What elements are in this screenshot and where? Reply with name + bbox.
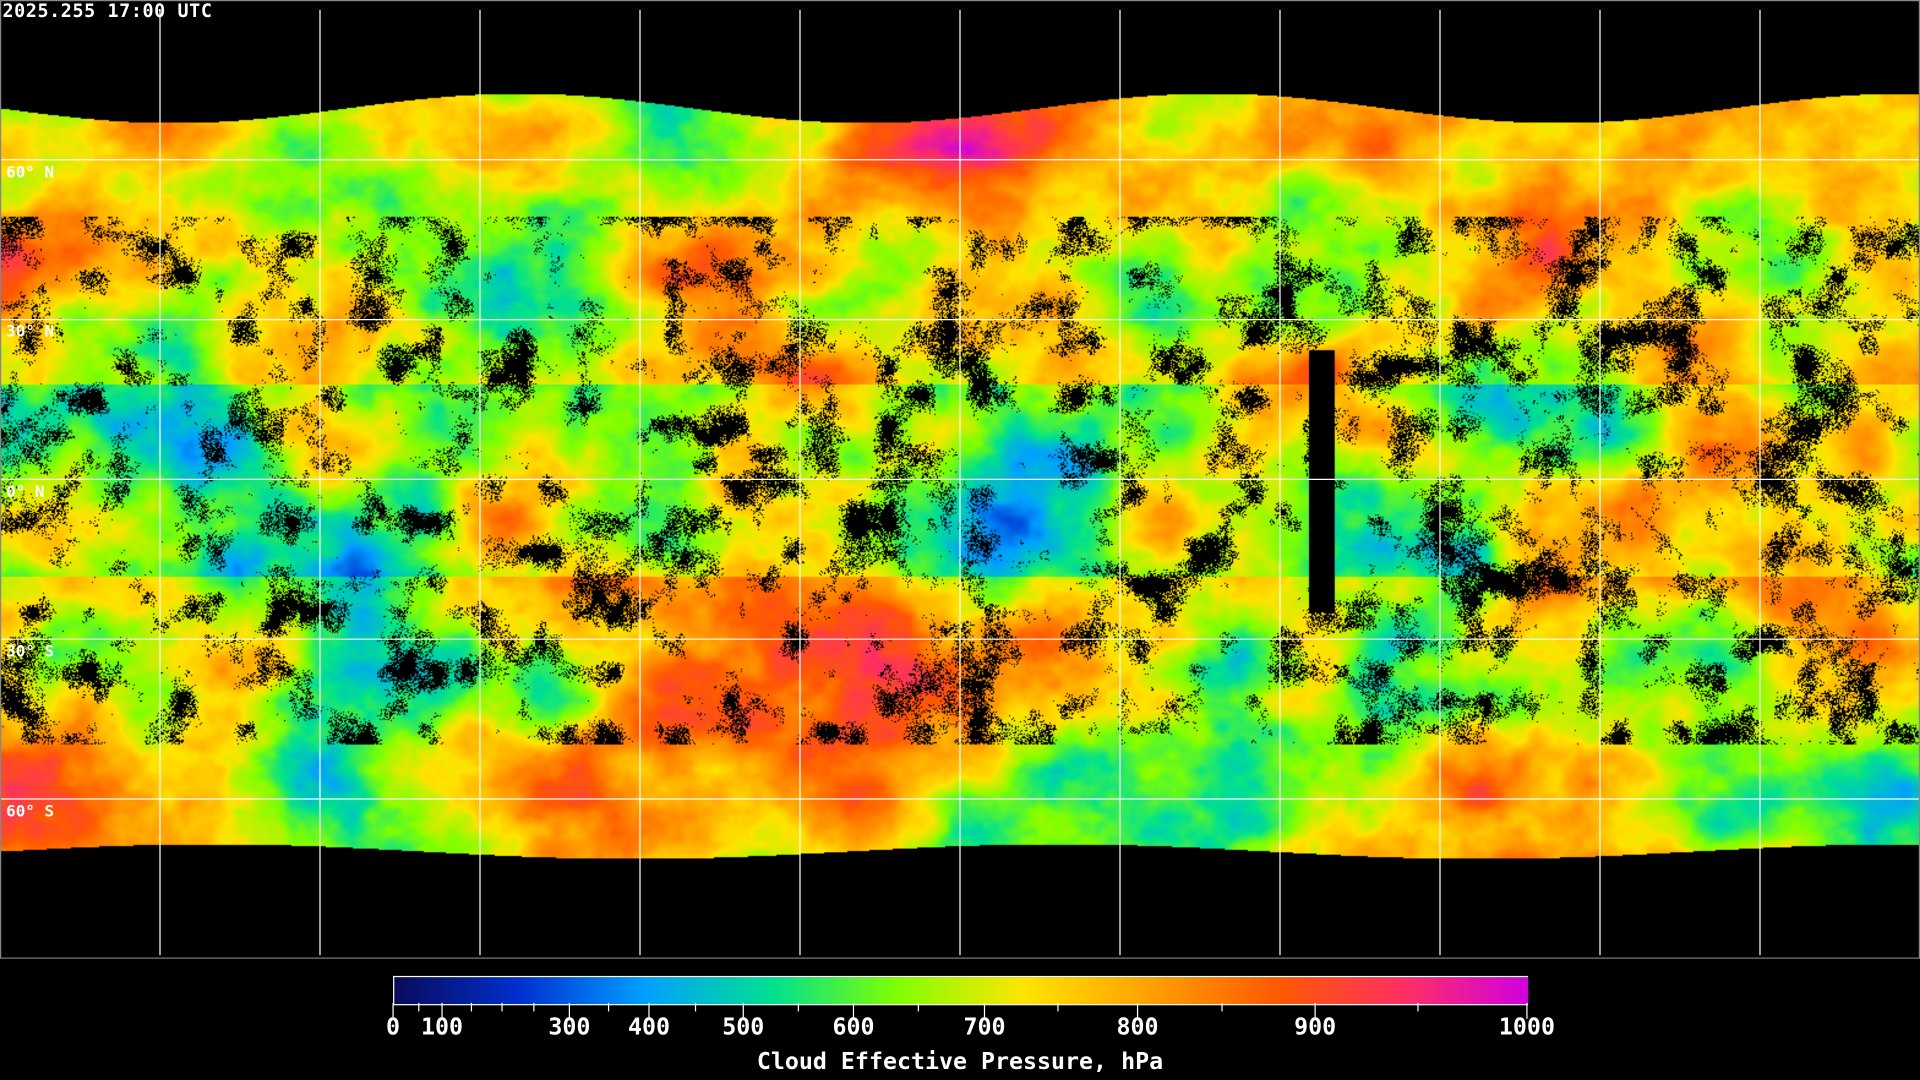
tick-label-0: 0 [386, 1013, 401, 1041]
map-frame [0, 0, 1920, 959]
timestamp: 2025.255 17:00 UTC [2, 0, 213, 23]
tick-label-500: 500 [722, 1013, 765, 1041]
tick-label-1000: 1000 [1498, 1013, 1555, 1041]
lat-label-30n: 30° N [6, 323, 55, 342]
tick-label-600: 600 [832, 1013, 875, 1041]
tick-label-300: 300 [548, 1013, 591, 1041]
tick-label-400: 400 [627, 1013, 670, 1041]
tick-label-700: 700 [963, 1013, 1006, 1041]
lat-label-60n: 60° N [6, 164, 55, 183]
colorbar-label: Cloud Effective Pressure, hPa [756, 1048, 1164, 1076]
tick-label-800: 800 [1116, 1013, 1159, 1041]
lat-label-30s: 30° S [6, 642, 55, 662]
lat-label-60s: 60° S [6, 803, 55, 822]
lat-lon-grid [0, 0, 1920, 959]
tick-label-100: 100 [421, 1013, 464, 1041]
lat-label-0: 0° N [6, 483, 45, 503]
colorbar [393, 975, 1529, 1006]
tick-label-900: 900 [1294, 1013, 1337, 1041]
